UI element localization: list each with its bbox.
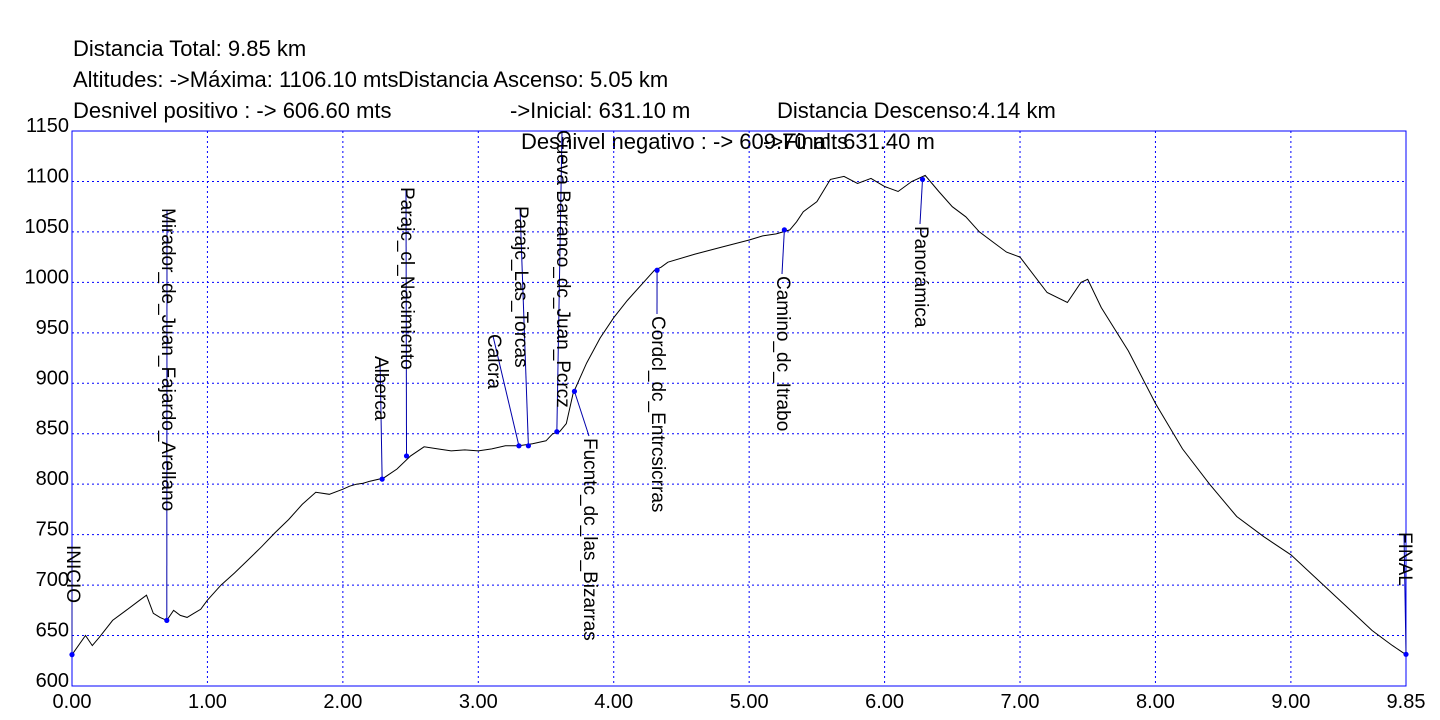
- waypoint: INICIO: [62, 545, 83, 658]
- y-tick-label: 650: [36, 620, 69, 642]
- negative-elevation: Desnivel negativo : -> 609.70 mts: [521, 129, 849, 154]
- plot-frame: [71, 130, 1407, 687]
- waypoint-markers: INICIO Mirador_de_Juan_Fajardo_Arellano Al…: [62, 130, 1415, 658]
- waypoint-label: Cordcl_dc_Entrcsicrras: [647, 316, 668, 512]
- waypoint: Alberca: [370, 356, 391, 482]
- waypoint: Cordcl_dc_Entrcsicrras: [647, 267, 668, 512]
- waypoint-leader: [556, 131, 563, 432]
- y-tick-label: 750: [36, 519, 69, 541]
- waypoint: Calcra: [483, 334, 522, 449]
- waypoint-leader: [492, 335, 520, 446]
- waypoint-dot: [69, 652, 75, 658]
- x-tick-label: 3.00: [459, 691, 498, 713]
- descent-distance: Distancia Descenso:4.14 km: [777, 98, 1056, 123]
- waypoint: Panorámica: [910, 176, 931, 328]
- waypoint-dot: [654, 267, 660, 273]
- summary-line-altitudes: Altitudes: ->Máxima: 1106.10 mts ->Inici…: [73, 33, 935, 154]
- total-distance: Distancia Total: 9.85 km: [73, 36, 307, 61]
- y-tick-label: 1100: [26, 165, 69, 187]
- waypoint-label: FINAL: [1394, 532, 1415, 586]
- y-tick-label: 950: [36, 317, 69, 339]
- waypoint-leader: [405, 188, 408, 456]
- waypoint-dot: [516, 443, 522, 449]
- y-tick-label: 800: [36, 468, 69, 490]
- x-axis-tick-labels: 0.00 1.00 2.00 3.00 4.00 5.00 6.00 7.00 8.00 9.00…: [53, 691, 1426, 713]
- waypoint-dot: [571, 388, 578, 394]
- final-altitude: ->Final: 631.40 m: [763, 129, 935, 154]
- positive-elevation: Desnivel positivo : -> 606.60 mts: [73, 98, 392, 123]
- waypoint: Mirador_de_Juan_Fajardo_Arellano: [157, 208, 178, 624]
- waypoint-leader: [573, 391, 590, 437]
- summary-line-elevation-gain: Desnivel positivo : -> 606.60 mts Desniv…: [73, 64, 848, 154]
- x-tick-label: 9.85: [1387, 691, 1426, 713]
- grid-lines: [72, 131, 1406, 686]
- waypoint-label: Fucntc_dc_las_Bizarras: [579, 438, 600, 641]
- y-axis-tick-labels: 600 650 700 750 800 850 900 950 1000 1050 1100 1150: [25, 115, 70, 692]
- y-tick-label: 850: [36, 418, 69, 440]
- x-tick-label: 1.00: [188, 691, 227, 713]
- waypoint-label: Panorámica: [910, 226, 931, 328]
- elevation-profile-line: [71, 174, 1407, 656]
- y-tick-label: 1150: [26, 115, 69, 137]
- waypoint-dot: [403, 453, 410, 459]
- x-tick-label: 4.00: [594, 691, 633, 713]
- waypoint: Cueva Barranco_dc_Juan_Pcrcz: [552, 130, 573, 435]
- waypoint-dot: [554, 429, 560, 435]
- waypoint-dot: [379, 476, 385, 482]
- x-tick-label: 9.00: [1271, 691, 1310, 713]
- waypoint: FINAL: [1394, 532, 1415, 657]
- waypoint-leader: [519, 207, 529, 446]
- waypoint: Fucntc_dc_las_Bizarras: [571, 388, 600, 641]
- x-tick-label: 5.00: [730, 691, 769, 713]
- y-tick-label: 600: [36, 670, 69, 692]
- y-tick-label: 700: [36, 569, 69, 591]
- y-tick-label: 1000: [25, 266, 70, 288]
- waypoint-dot: [781, 227, 787, 233]
- waypoint-dot: [1403, 651, 1409, 657]
- y-tick-label: 1050: [25, 216, 70, 238]
- waypoint: Parajc_cl_Nacimicnto: [396, 187, 417, 459]
- x-tick-label: 2.00: [323, 691, 362, 713]
- x-tick-label: 7.00: [1001, 691, 1040, 713]
- waypoint-dot: [525, 443, 532, 449]
- waypoint-leader: [781, 229, 785, 275]
- route-summary: Distancia Total: 9.85 km Distancia Ascen…: [73, 2, 1056, 154]
- waypoint: Camino_dc_Itrabo: [772, 227, 793, 431]
- x-tick-label: 6.00: [865, 691, 904, 713]
- waypoint-label: Camino_dc_Itrabo: [772, 276, 793, 431]
- ascent-distance: Distancia Ascenso: 5.05 km: [398, 67, 669, 92]
- waypoint-dot: [164, 617, 170, 624]
- initial-altitude: ->Inicial: 631.10 m: [510, 98, 691, 123]
- waypoint-label: Alberca: [370, 356, 391, 421]
- waypoint-label: Parajc_cl_Nacimicnto: [396, 187, 417, 370]
- waypoint: Parajc_Las_Torcas: [510, 206, 532, 449]
- waypoint-leader: [919, 179, 924, 225]
- y-tick-label: 900: [36, 367, 69, 389]
- waypoint-label: Calcra: [483, 334, 504, 389]
- waypoint-label: Cueva Barranco_dc_Juan_Pcrcz: [552, 130, 573, 408]
- waypoint-label: Mirador_de_Juan_Fajardo_Arellano: [157, 208, 178, 511]
- waypoint-label: Parajc_Las_Torcas: [510, 206, 531, 368]
- summary-line-distances: Distancia Total: 9.85 km Distancia Ascen…: [73, 2, 1056, 123]
- waypoint-leader: [1403, 533, 1407, 655]
- x-tick-label: 0.00: [53, 691, 92, 713]
- waypoint-leader: [379, 357, 383, 480]
- max-altitude: Altitudes: ->Máxima: 1106.10 mts: [73, 67, 399, 92]
- waypoint-dot: [919, 176, 926, 183]
- x-tick-label: 8.00: [1136, 691, 1175, 713]
- waypoint-label: INICIO: [62, 545, 83, 603]
